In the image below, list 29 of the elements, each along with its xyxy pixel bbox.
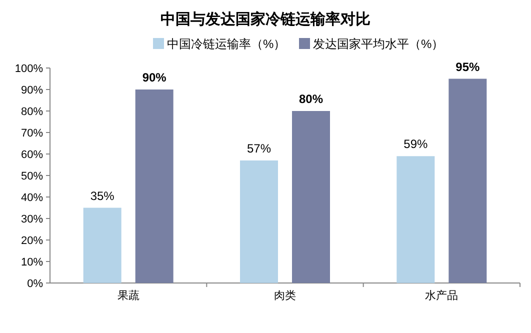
data-label: 57%: [246, 141, 272, 156]
x-tick-label: 肉类: [274, 289, 296, 302]
y-tick-label: 0%: [27, 278, 44, 290]
y-tick-label: 30%: [20, 214, 44, 226]
data-label: 95%: [456, 60, 480, 74]
data-label: 90%: [142, 70, 167, 84]
y-tick-label: 20%: [20, 235, 44, 247]
y-tick-label: 90%: [20, 84, 44, 96]
y-tick-label: 70%: [20, 128, 44, 140]
y-tick-label: 80%: [20, 106, 44, 118]
bar: [135, 90, 174, 283]
data-label: 80%: [298, 92, 324, 106]
bar: [292, 111, 330, 283]
y-tick-label: 40%: [20, 192, 44, 204]
bar: [396, 156, 435, 283]
bar: [240, 160, 278, 283]
y-tick-label: 60%: [20, 149, 44, 161]
x-tick-label: 水产品: [425, 289, 458, 302]
bar: [83, 208, 122, 283]
chart-title: 中国与发达国家冷链运输率对比: [160, 10, 370, 28]
data-label: 35%: [90, 188, 115, 203]
legend-label: 发达国家平均水平（%）: [313, 37, 444, 51]
x-tick-label: 果蔬: [117, 289, 140, 302]
y-tick-label: 10%: [20, 256, 44, 268]
legend-label: 中国冷链运输率（%）: [167, 37, 286, 51]
y-tick-label: 100%: [14, 63, 44, 75]
y-tick-label: 50%: [20, 170, 44, 182]
bar: [448, 78, 487, 283]
data-label: 59%: [404, 137, 428, 152]
